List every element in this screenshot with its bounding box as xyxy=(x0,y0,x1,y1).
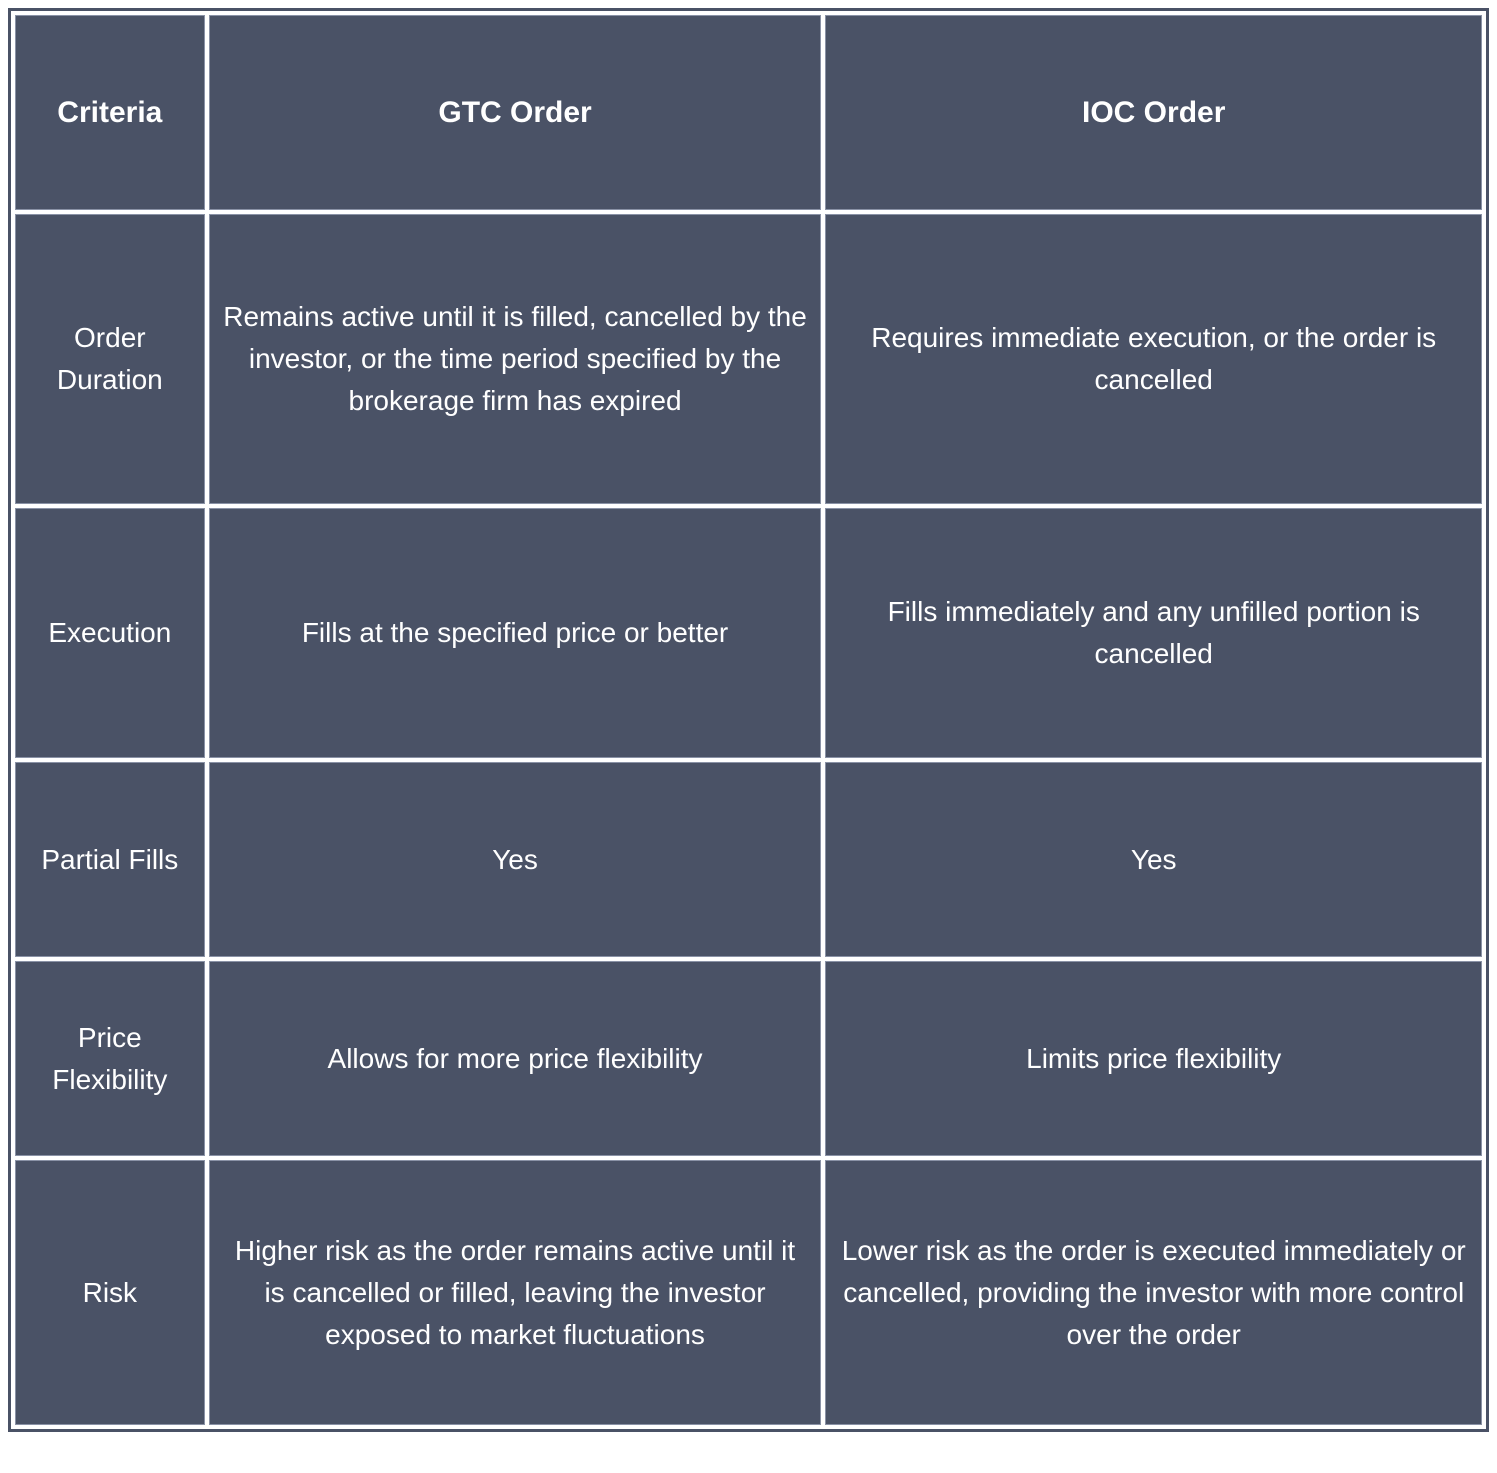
cell-gtc: Fills at the specified price or better xyxy=(209,508,822,758)
comparison-table: Criteria GTC Order IOC Order Order Durat… xyxy=(11,11,1486,1429)
cell-criteria: Price Flexibility xyxy=(15,961,205,1156)
cell-criteria: Execution xyxy=(15,508,205,758)
column-header-gtc: GTC Order xyxy=(209,15,822,210)
cell-gtc: Yes xyxy=(209,762,822,957)
cell-ioc: Requires immediate execution, or the ord… xyxy=(825,214,1482,504)
cell-ioc: Lower risk as the order is executed imme… xyxy=(825,1160,1482,1425)
cell-ioc: Yes xyxy=(825,762,1482,957)
cell-criteria: Order Duration xyxy=(15,214,205,504)
table-row: Order Duration Remains active until it i… xyxy=(15,214,1482,504)
cell-gtc: Allows for more price flexibility xyxy=(209,961,822,1156)
table-header-row: Criteria GTC Order IOC Order xyxy=(15,15,1482,210)
table-row: Execution Fills at the specified price o… xyxy=(15,508,1482,758)
comparison-table-container: Criteria GTC Order IOC Order Order Durat… xyxy=(8,8,1489,1432)
column-header-criteria: Criteria xyxy=(15,15,205,210)
cell-gtc: Remains active until it is filled, cance… xyxy=(209,214,822,504)
cell-criteria: Risk xyxy=(15,1160,205,1425)
column-header-ioc: IOC Order xyxy=(825,15,1482,210)
table-row: Risk Higher risk as the order remains ac… xyxy=(15,1160,1482,1425)
cell-gtc: Higher risk as the order remains active … xyxy=(209,1160,822,1425)
cell-ioc: Fills immediately and any unfilled porti… xyxy=(825,508,1482,758)
table-row: Price Flexibility Allows for more price … xyxy=(15,961,1482,1156)
table-row: Partial Fills Yes Yes xyxy=(15,762,1482,957)
cell-criteria: Partial Fills xyxy=(15,762,205,957)
cell-ioc: Limits price flexibility xyxy=(825,961,1482,1156)
